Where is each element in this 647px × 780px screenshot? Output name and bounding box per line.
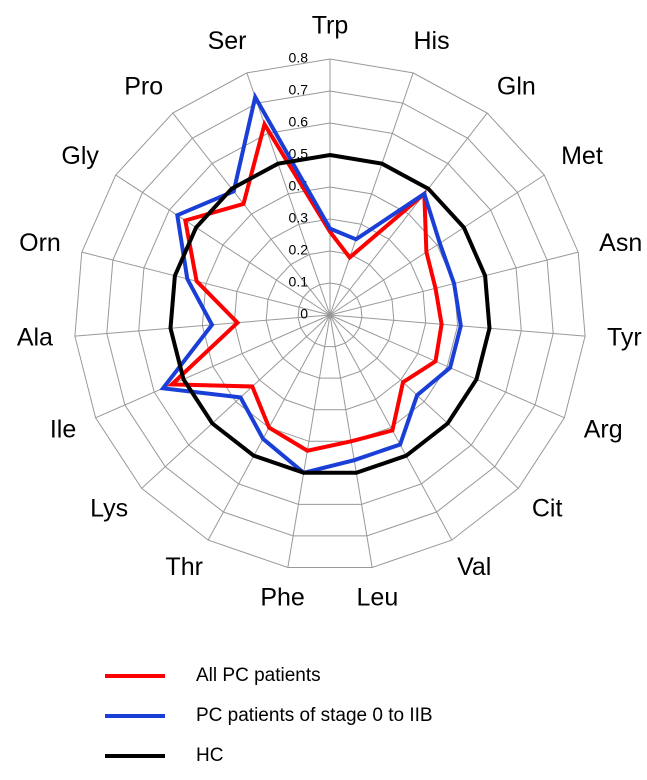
spoke xyxy=(81,251,331,316)
category-label: Lys xyxy=(90,495,128,523)
spoke xyxy=(329,174,545,316)
spoke xyxy=(141,314,331,489)
category-label: Leu xyxy=(357,584,399,612)
category-label: Orn xyxy=(19,229,61,257)
grid-ring xyxy=(233,218,427,411)
spoke xyxy=(74,314,331,337)
category-label: Tyr xyxy=(607,323,642,351)
category-label: Ala xyxy=(17,323,53,351)
category-label: Cit xyxy=(532,495,563,523)
category-label: Phe xyxy=(260,584,304,612)
r-tick-label: 0.1 xyxy=(289,274,309,290)
category-label: Val xyxy=(457,553,491,581)
spoke xyxy=(329,314,565,419)
category-label: Gln xyxy=(497,72,536,100)
spoke xyxy=(329,314,453,541)
spoke xyxy=(329,72,414,316)
r-tick-label: 0.7 xyxy=(289,82,309,98)
category-label: Ile xyxy=(50,415,76,443)
legend-label: PC patients of stage 0 to IIB xyxy=(196,705,433,726)
legend-label: All PC patients xyxy=(196,665,321,686)
spoke xyxy=(329,112,488,316)
category-label: Thr xyxy=(165,553,203,581)
spoke xyxy=(115,174,331,316)
spoke xyxy=(329,314,586,337)
category-label: Pro xyxy=(124,72,163,100)
category-label: Trp xyxy=(312,12,349,40)
spoke xyxy=(246,72,331,316)
grid-ring xyxy=(297,282,363,348)
category-label: Arg xyxy=(584,415,623,443)
r-tick-label: 0.3 xyxy=(289,210,309,226)
spoke xyxy=(95,314,331,419)
spoke xyxy=(287,314,331,568)
series-line xyxy=(159,91,463,475)
grid-ring xyxy=(265,250,395,379)
r-tick-label: 0.6 xyxy=(289,114,309,130)
legend-label: HC xyxy=(196,745,223,766)
category-label: Ser xyxy=(208,27,247,55)
category-label: His xyxy=(414,27,450,55)
series-line xyxy=(168,152,492,475)
category-label: Gly xyxy=(61,142,99,170)
r-tick-label: 0.8 xyxy=(289,50,309,66)
spoke xyxy=(329,314,519,489)
category-label: Asn xyxy=(599,229,642,257)
r-tick-label: 0.2 xyxy=(289,242,309,258)
grid-ring xyxy=(138,122,522,505)
spoke xyxy=(172,112,331,316)
category-label: Met xyxy=(561,142,603,170)
grid-ring xyxy=(74,58,586,568)
r-tick-label: 0 xyxy=(300,306,308,322)
series-line xyxy=(166,119,444,453)
grid-ring xyxy=(201,186,459,442)
grid-ring xyxy=(106,90,554,537)
